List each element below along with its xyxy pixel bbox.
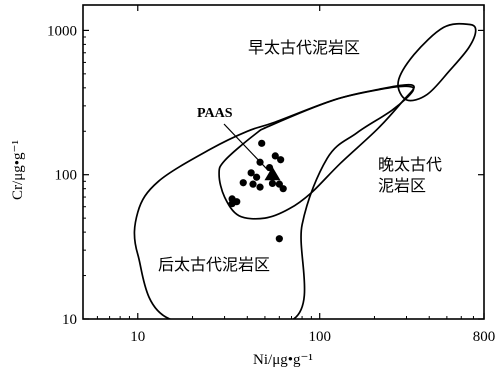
- y-tick-label: 100: [55, 168, 78, 184]
- data-point: [228, 200, 236, 208]
- data-point: [279, 185, 287, 193]
- region-label-late-archean: 晚太古代泥岩区: [378, 155, 442, 195]
- x-tick-label: 800: [473, 329, 496, 345]
- data-point: [249, 180, 257, 188]
- x-tick-label: 10: [130, 329, 145, 345]
- data-point: [256, 183, 264, 191]
- ticks-layer: 10 100 800 10 100 1000: [47, 5, 495, 345]
- region-early-archean: [397, 22, 477, 102]
- paas-leader-line: [223, 123, 269, 172]
- regions-layer: [133, 22, 477, 319]
- y-tick-label: 10: [62, 312, 77, 328]
- region-late-archean: [218, 83, 415, 220]
- plot-frame: [82, 4, 485, 320]
- data-point: [275, 235, 283, 243]
- data-point: [258, 139, 266, 147]
- data-point: [239, 179, 247, 187]
- data-point: [271, 152, 279, 160]
- marks-layer: [228, 139, 287, 243]
- data-point: [277, 156, 285, 164]
- y-axis-label: Cr/μg•g⁻¹: [10, 140, 26, 200]
- region-label-post-archean: 后太古代泥岩区: [158, 255, 270, 274]
- paas-marker: [264, 166, 281, 181]
- paas-label: PAAS: [197, 106, 233, 121]
- region-label-line: 晚太古代: [378, 155, 442, 174]
- region-label-early-archean: 早太古代泥岩区: [248, 38, 360, 57]
- data-point: [268, 179, 277, 188]
- data-point: [253, 173, 261, 181]
- x-axis-label: Ni/μg•g⁻¹: [253, 352, 313, 368]
- region-post-archean: [133, 85, 415, 319]
- y-tick-label: 1000: [47, 23, 77, 39]
- x-tick-label: 100: [308, 329, 331, 345]
- data-point: [247, 169, 255, 177]
- region-label-line: 泥岩区: [378, 176, 426, 195]
